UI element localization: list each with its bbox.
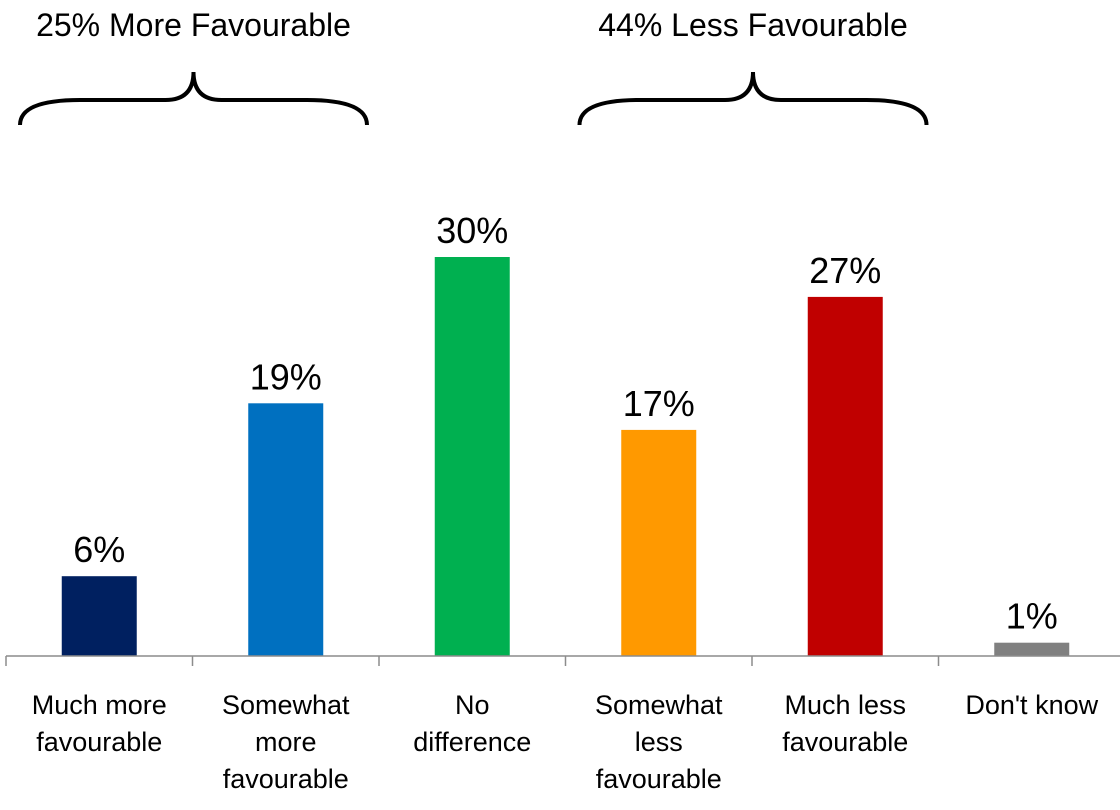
category-label: Much more favourable	[32, 690, 167, 757]
group-brackets: 25% More Favourable 44% Less Favourable	[18, 7, 929, 126]
bar	[434, 257, 510, 656]
group-brace	[577, 71, 929, 126]
bar	[621, 429, 697, 656]
category-label: No difference	[413, 690, 531, 757]
bars	[61, 257, 1070, 656]
category-label: Somewhat less favourable	[595, 690, 723, 794]
category-label: Much less favourable	[782, 690, 908, 757]
group-label: 25% More Favourable	[36, 7, 351, 43]
group-brace	[18, 71, 369, 126]
data-label: 27%	[809, 250, 881, 291]
data-label: 1%	[1006, 596, 1058, 637]
data-label: 30%	[436, 210, 508, 251]
group-label: 44% Less Favourable	[598, 7, 908, 43]
bar	[994, 642, 1070, 656]
data-label: 6%	[73, 529, 125, 570]
data-label: 17%	[623, 383, 695, 424]
data-label: 19%	[250, 356, 322, 397]
x-axis	[5, 655, 1120, 666]
category-label: Don't know	[965, 690, 1098, 720]
bar	[807, 296, 883, 656]
bar	[61, 576, 137, 656]
bar	[248, 403, 324, 656]
labels: 6% Much more favourable 19% Somewhat more favo…	[32, 210, 1099, 794]
category-label: Somewhat more favourable	[222, 690, 350, 794]
